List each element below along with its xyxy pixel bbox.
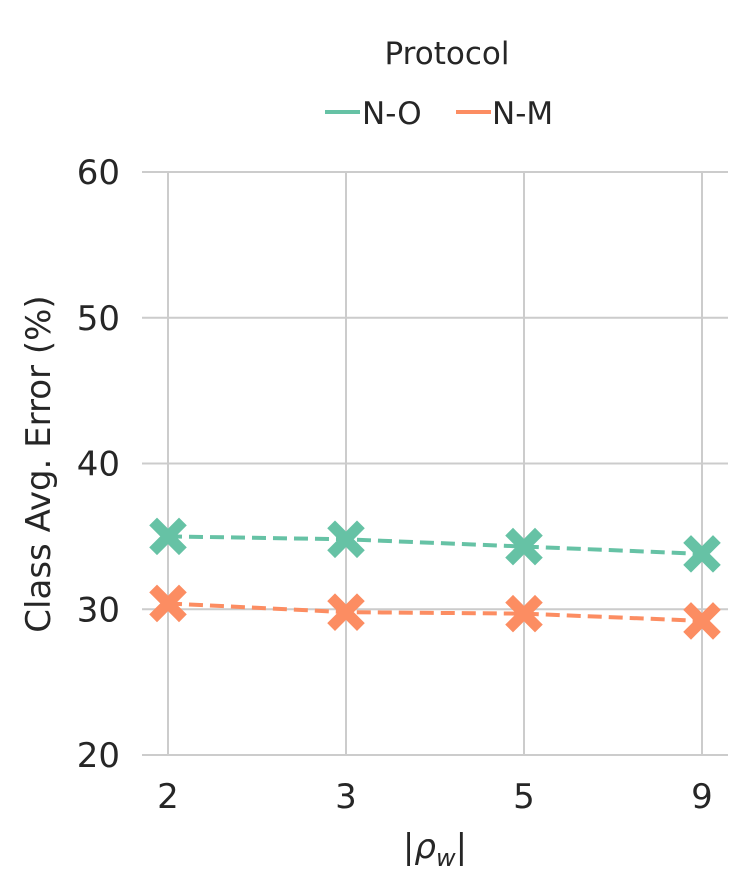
x-axis-title: |ρw| <box>403 827 467 872</box>
x-tick-label: 9 <box>691 777 713 817</box>
x-tick-label: 2 <box>157 777 179 817</box>
data-point-n-o <box>683 535 721 573</box>
data-point-n-o <box>505 527 543 566</box>
y-tick-label: 30 <box>77 590 120 630</box>
series-line-n-o <box>167 534 703 556</box>
legend-title: Protocol <box>385 36 510 72</box>
y-tick-label: 20 <box>77 736 120 776</box>
x-tick-label: 3 <box>335 777 357 817</box>
y-tick-labels: 20 30 40 50 60 <box>77 153 120 776</box>
x-axis-symbol: ρ <box>414 827 436 867</box>
y-axis-title: Class Avg. Error (%) <box>19 295 59 632</box>
x-tick-labels: 2 3 5 9 <box>157 777 713 817</box>
legend-label-n-o: N-O <box>362 96 422 132</box>
y-tick-label: 40 <box>77 445 120 485</box>
data-point-n-m <box>149 584 187 623</box>
legend-label-n-m: N-M <box>492 96 553 132</box>
grid <box>142 171 728 756</box>
series-line-n-m <box>167 601 703 623</box>
data-point-n-m <box>327 593 365 631</box>
data-point-n-o <box>149 517 187 556</box>
x-tick-label: 5 <box>513 777 535 817</box>
data-point-n-o <box>327 520 365 559</box>
series-layer <box>149 517 721 640</box>
y-tick-label: 60 <box>77 153 120 193</box>
y-tick-label: 50 <box>77 299 120 339</box>
data-point-n-m <box>683 602 721 640</box>
legend: Protocol N-O N-M <box>325 36 553 132</box>
data-point-n-m <box>505 594 543 633</box>
x-axis-subscript: w <box>436 844 456 872</box>
